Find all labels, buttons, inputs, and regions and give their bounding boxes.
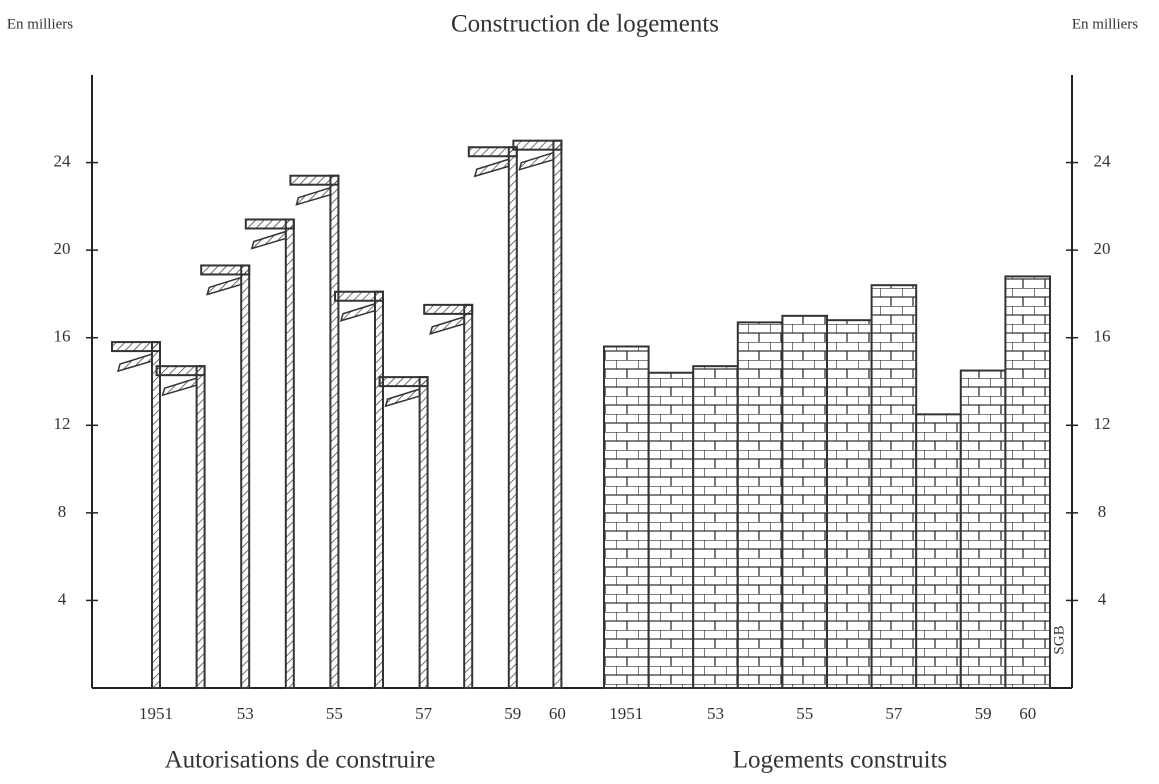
crane-tower: [286, 219, 294, 688]
crane-strut: [118, 354, 152, 371]
chart: Construction de logements En milliers 4 8 1…: [0, 0, 1159, 784]
crane-jib: [290, 176, 338, 185]
crane-jib: [469, 147, 517, 156]
y-tick-label: 12: [1094, 414, 1111, 433]
crane-strut: [386, 389, 420, 406]
crane-strut: [207, 277, 241, 294]
crane-strut: [163, 378, 197, 395]
crane-tower: [464, 305, 472, 688]
crane-strut: [430, 317, 464, 334]
crane-tower: [509, 147, 517, 688]
y-tick-label: 4: [58, 589, 67, 608]
bar: [693, 366, 738, 688]
crane: [112, 342, 160, 688]
x-tick-label: 57: [885, 704, 903, 723]
y-tick-label: 12: [54, 414, 71, 433]
crane-tower: [330, 176, 338, 688]
crane-strut: [475, 159, 509, 176]
crane: [513, 141, 561, 688]
x-tick-label: 55: [796, 704, 813, 723]
crane: [290, 176, 338, 688]
crane-tower: [553, 141, 561, 688]
crane: [380, 377, 428, 688]
x-tick-label: 59: [975, 704, 992, 723]
x-tick-label: 55: [326, 704, 343, 723]
bar: [827, 320, 872, 688]
y-axis-label: En milliers: [7, 16, 73, 32]
y-tick-label: 4: [1098, 589, 1107, 608]
bar: [1005, 276, 1050, 688]
y-axis-label: En milliers: [1072, 16, 1138, 32]
bar: [649, 373, 694, 688]
panel-subtitle: Autorisations de construire: [165, 747, 436, 774]
crane: [469, 147, 517, 688]
crane-tower: [197, 366, 205, 688]
x-tick-label: 59: [504, 704, 521, 723]
crane-strut: [519, 153, 553, 170]
crane-tower: [241, 265, 249, 688]
y-tick-label: 20: [54, 239, 71, 258]
y-tick-label: 8: [1098, 502, 1107, 521]
crane-jib: [335, 292, 383, 301]
crane-strut: [252, 231, 286, 248]
signature: SGB: [1051, 625, 1067, 654]
crane-jib: [424, 305, 472, 314]
crane: [424, 305, 472, 688]
bar: [738, 322, 783, 688]
crane-jib: [112, 342, 160, 351]
y-tick-label: 24: [1094, 151, 1112, 170]
crane-jib: [201, 265, 249, 274]
bar: [916, 414, 961, 688]
crane-strut: [296, 188, 330, 205]
bar: [604, 346, 649, 688]
crane-jib: [246, 219, 294, 228]
x-tick-label: 1951: [609, 704, 643, 723]
crane-tower: [375, 292, 383, 688]
bar: [872, 285, 917, 688]
x-tick-label: 60: [549, 704, 566, 723]
x-tick-label: 60: [1019, 704, 1036, 723]
crane-jib: [380, 377, 428, 386]
bar: [782, 316, 827, 688]
crane-strut: [341, 304, 375, 321]
y-tick-label: 20: [1094, 239, 1111, 258]
y-tick-label: 8: [58, 502, 67, 521]
crane-jib: [513, 141, 561, 150]
crane-jib: [157, 366, 205, 375]
bar: [961, 371, 1006, 688]
y-tick-label: 16: [1094, 327, 1111, 346]
crane-tower: [152, 342, 160, 688]
crane: [201, 265, 249, 688]
x-tick-label: 57: [415, 704, 433, 723]
panel-subtitle: Logements construits: [733, 747, 948, 774]
crane-tower: [420, 377, 428, 688]
x-tick-label: 1951: [139, 704, 173, 723]
y-tick-label: 24: [54, 151, 72, 170]
y-tick-label: 16: [54, 327, 71, 346]
x-tick-label: 53: [707, 704, 724, 723]
crane: [246, 219, 294, 688]
chart-title: Construction de logements: [451, 11, 719, 38]
x-tick-label: 53: [237, 704, 254, 723]
crane: [335, 292, 383, 688]
crane: [157, 366, 205, 688]
